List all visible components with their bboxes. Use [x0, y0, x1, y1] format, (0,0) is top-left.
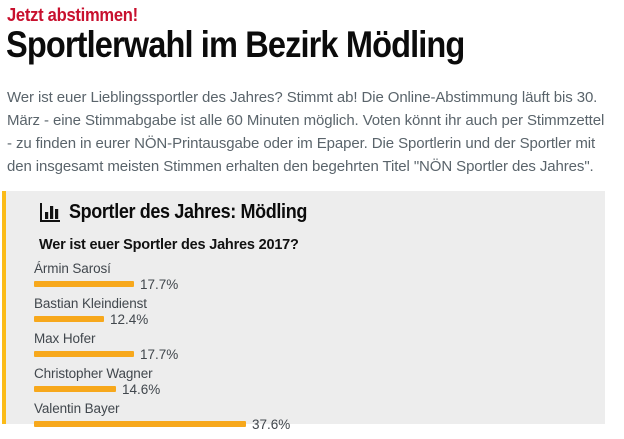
page-title: Sportlerwahl im Bezirk Mödling [6, 24, 465, 65]
poll-option-bar-row: 17.7% [34, 276, 605, 292]
poll-option-name: Christopher Wagner [34, 366, 153, 381]
poll-header: Sportler des Jahres: Mödling [39, 201, 605, 224]
poll-option-percent: 17.7% [140, 346, 179, 362]
poll-option-bar-row: 12.4% [34, 311, 605, 327]
poll-widget: Sportler des Jahres: Mödling Wer ist eue… [2, 191, 605, 432]
poll-option[interactable]: Ármin Sarosí 17.7% [34, 261, 605, 292]
poll-result-bar [34, 351, 134, 357]
kicker: Jetzt abstimmen! [7, 5, 138, 25]
poll-options: Ármin Sarosí 17.7% Bastian Kleindienst 12.4… [34, 261, 605, 432]
poll-option[interactable]: Bastian Kleindienst 12.4% [34, 296, 605, 327]
poll-option-bar-row: 37.6% [34, 416, 605, 432]
poll-question: Wer ist euer Sportler des Jahres 2017? [39, 237, 299, 253]
poll-result-bar [34, 281, 134, 287]
poll-option-percent: 37.6% [252, 416, 291, 432]
poll-option-name: Ármin Sarosí [34, 261, 111, 276]
poll-option-name: Bastian Kleindienst [34, 296, 147, 311]
poll-result-bar [34, 386, 116, 392]
poll-result-bar [34, 421, 246, 427]
intro-text: Wer ist euer Lieblingssportler des Jahre… [7, 89, 605, 175]
poll-result-bar [34, 316, 104, 322]
poll-title: Sportler des Jahres: Mödling [69, 201, 307, 223]
poll-option[interactable]: Christopher Wagner 14.6% [34, 366, 605, 397]
poll-option-name: Max Hofer [34, 331, 96, 346]
poll-option-percent: 17.7% [140, 276, 179, 292]
poll-option-bar-row: 17.7% [34, 346, 605, 362]
bar-chart-icon [39, 202, 61, 223]
poll-option-name: Valentin Bayer [34, 401, 120, 416]
poll-option-bar-row: 14.6% [34, 381, 605, 397]
poll-option[interactable]: Max Hofer 17.7% [34, 331, 605, 362]
poll-option-percent: 12.4% [110, 311, 149, 327]
poll-option-percent: 14.6% [122, 381, 161, 397]
poll-option[interactable]: Valentin Bayer 37.6% [34, 401, 605, 432]
